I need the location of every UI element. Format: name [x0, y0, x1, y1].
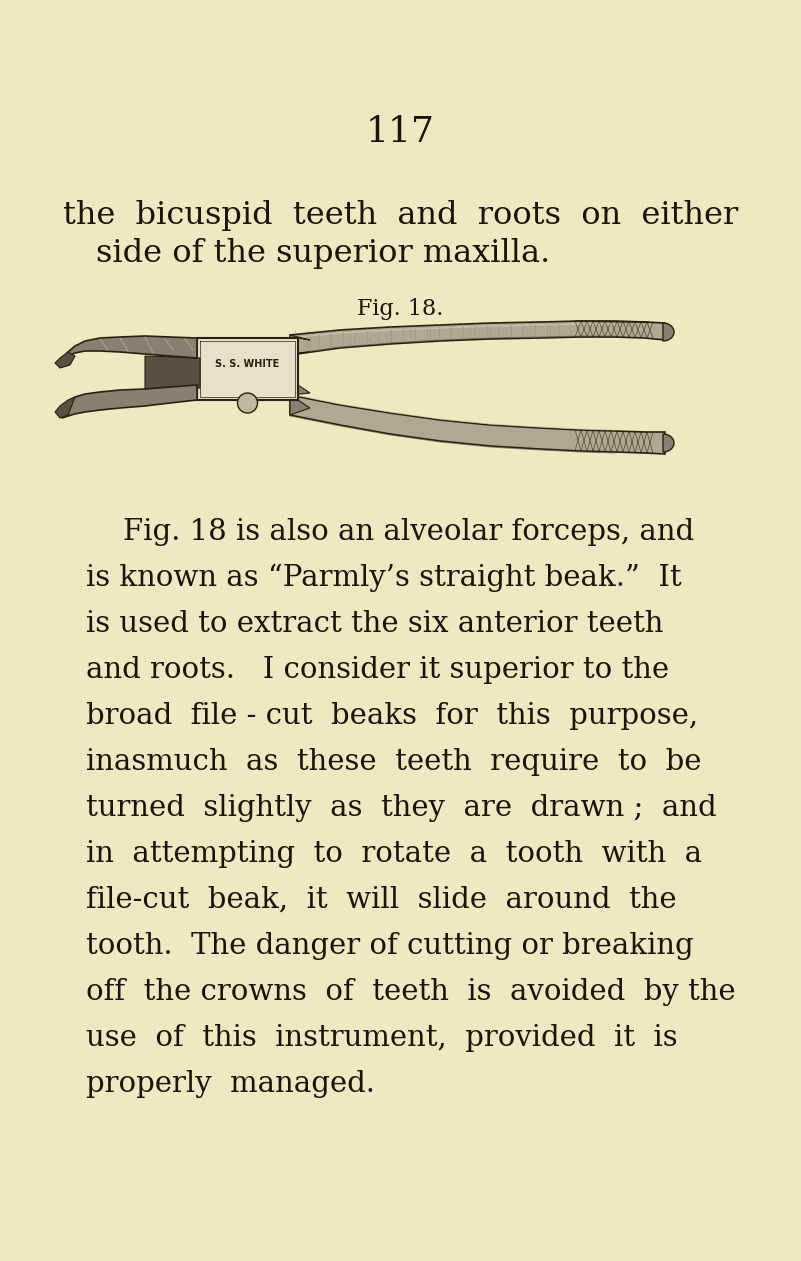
Text: side of the superior maxilla.: side of the superior maxilla.	[96, 238, 550, 269]
Text: Fig. 18.: Fig. 18.	[357, 298, 444, 320]
Polygon shape	[55, 352, 75, 368]
Text: turned  slightly  as  they  are  drawn ;  and: turned slightly as they are drawn ; and	[86, 794, 716, 822]
Text: is known as “Parmly’s straight beak.”  It: is known as “Parmly’s straight beak.” It	[86, 564, 682, 593]
Polygon shape	[197, 338, 298, 400]
Polygon shape	[663, 434, 674, 451]
Polygon shape	[62, 385, 197, 417]
Text: 117: 117	[366, 115, 435, 149]
Polygon shape	[290, 335, 310, 356]
Text: broad  file - cut  beaks  for  this  purpose,: broad file - cut beaks for this purpose,	[86, 702, 698, 730]
Text: off  the crowns  of  teeth  is  avoided  by the: off the crowns of teeth is avoided by th…	[86, 979, 735, 1006]
Text: in  attempting  to  rotate  a  tooth  with  a: in attempting to rotate a tooth with a	[86, 840, 702, 868]
Polygon shape	[145, 356, 200, 390]
Circle shape	[238, 393, 257, 414]
Polygon shape	[290, 322, 665, 356]
Text: is used to extract the six anterior teeth: is used to extract the six anterior teet…	[86, 610, 663, 638]
Text: S. S. WHITE: S. S. WHITE	[215, 359, 280, 369]
Text: use  of  this  instrument,  provided  it  is: use of this instrument, provided it is	[86, 1024, 678, 1052]
Polygon shape	[62, 335, 197, 359]
Text: tooth.  The danger of cutting or breaking: tooth. The danger of cutting or breaking	[86, 932, 694, 960]
Polygon shape	[55, 397, 75, 417]
Text: the  bicuspid  teeth  and  roots  on  either: the bicuspid teeth and roots on either	[62, 200, 739, 231]
Text: Fig. 18 is also an alveolar forceps, and: Fig. 18 is also an alveolar forceps, and	[86, 518, 694, 546]
Text: inasmuch  as  these  teeth  require  to  be: inasmuch as these teeth require to be	[86, 748, 701, 776]
Text: and roots.   I consider it superior to the: and roots. I consider it superior to the	[86, 656, 669, 683]
Text: file-cut  beak,  it  will  slide  around  the: file-cut beak, it will slide around the	[86, 886, 676, 914]
Polygon shape	[663, 323, 674, 340]
Text: properly  managed.: properly managed.	[86, 1071, 375, 1098]
Polygon shape	[290, 395, 665, 454]
Polygon shape	[290, 385, 310, 415]
